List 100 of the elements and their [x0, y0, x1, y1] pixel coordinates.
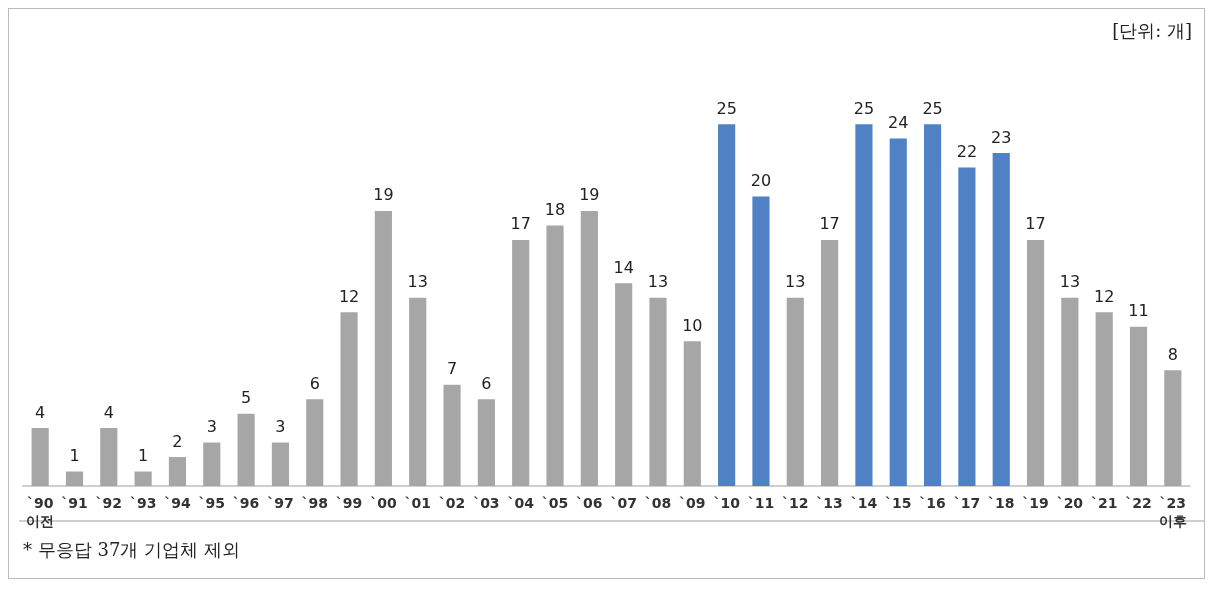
x-tick-label: `10: [713, 495, 741, 511]
data-label: 3: [206, 417, 217, 437]
x-tick-label: `14: [850, 495, 878, 511]
data-label: 22: [956, 142, 978, 162]
x-tick-label: `96: [232, 495, 260, 511]
x-tick-label: `08: [644, 495, 672, 511]
bar: [306, 399, 324, 486]
x-tick-label: `12: [782, 495, 809, 511]
x-tick-label: `03: [473, 495, 500, 511]
x-tick-label: `04: [507, 495, 535, 511]
bar: [168, 457, 187, 486]
data-label: 4: [35, 402, 46, 422]
x-tick-label: `18: [987, 495, 1015, 511]
bar: [546, 225, 564, 486]
data-label: 25: [853, 98, 875, 118]
x-tick-label: `91: [61, 495, 88, 511]
x-tick-label: `07: [610, 495, 637, 511]
data-label: 13: [407, 272, 428, 292]
bar: [615, 283, 633, 486]
data-label: 25: [716, 98, 737, 118]
x-tick-label: `93: [129, 495, 157, 511]
data-label: 11: [1128, 301, 1149, 321]
x-tick-label: `15: [885, 495, 912, 511]
x-tick-label: `95: [198, 495, 226, 511]
data-label: 13: [785, 272, 806, 292]
bar: [958, 167, 976, 486]
data-label: 1: [138, 446, 149, 466]
bar: [443, 384, 461, 486]
x-tick-label: `02: [438, 495, 466, 511]
x-tick-label: `98: [301, 495, 328, 511]
bar: [203, 442, 221, 486]
data-label: 25: [922, 98, 943, 118]
x-tick-label: `90 이전: [26, 495, 55, 529]
x-tick-label: `17: [953, 495, 981, 511]
bar: [374, 210, 392, 486]
data-label: 6: [309, 373, 320, 393]
x-tick-label: `00: [370, 495, 397, 511]
data-label: 8: [1167, 344, 1178, 364]
bar: [1061, 297, 1079, 486]
text: * 무응답 37개 기업체 제외: [23, 538, 240, 560]
x-tick-label: `16: [919, 495, 946, 511]
data-label: 17: [1025, 214, 1046, 234]
bar: [340, 312, 358, 486]
bar: [683, 341, 701, 486]
x-tick-label: `21: [1090, 495, 1118, 511]
data-label: 3: [275, 417, 286, 437]
x-tick-label: `92: [95, 495, 123, 511]
x-tick-label: `94: [164, 495, 191, 511]
data-label: 23: [991, 127, 1012, 147]
bar: [271, 442, 290, 486]
x-tick-label: `01: [404, 495, 431, 511]
data-label: 13: [647, 272, 669, 292]
data-label: 13: [1059, 272, 1081, 292]
bar: [752, 196, 770, 486]
x-tick-label: `13: [816, 495, 843, 511]
bar: [786, 297, 804, 486]
bar: [477, 399, 495, 486]
x-tick-label: `05: [541, 495, 569, 511]
data-label: 18: [544, 199, 566, 219]
bar: [1129, 326, 1148, 486]
x-tick-label: `19: [1022, 495, 1049, 511]
bar: [855, 124, 873, 486]
data-label: 4: [103, 402, 114, 422]
bar: [923, 124, 942, 486]
x-tick-label: `09: [679, 495, 706, 511]
data-label: 17: [819, 214, 840, 234]
data-label: 19: [579, 185, 600, 205]
data-label: 19: [373, 185, 394, 205]
bar: [1026, 239, 1045, 486]
bar: [889, 138, 907, 486]
data-label: 7: [446, 359, 458, 379]
data-label: 24: [888, 113, 909, 133]
data-label: 12: [338, 286, 360, 306]
x-tick-label: `97: [267, 495, 294, 511]
x-tick-label: `11: [747, 495, 775, 511]
bar: [134, 471, 152, 486]
data-label: 2: [172, 431, 183, 451]
bar: [580, 210, 598, 486]
bar: [649, 297, 667, 486]
data-label: 1: [69, 446, 80, 466]
x-tick-label: `22: [1125, 495, 1152, 511]
bar: [65, 471, 84, 486]
x-tick-label: `99: [335, 495, 363, 511]
text: [단위: 개]: [1112, 19, 1193, 41]
bar: [409, 297, 427, 486]
bar: [512, 239, 530, 486]
x-tick-label: `20: [1056, 495, 1084, 511]
bar: [1095, 312, 1113, 486]
data-label: 20: [750, 171, 772, 191]
data-label: 14: [613, 257, 634, 277]
data-label: 12: [1094, 286, 1115, 306]
bar: [100, 428, 118, 486]
x-tick-label: `23 이후: [1158, 495, 1187, 529]
data-label: 17: [510, 214, 531, 234]
bar: [821, 239, 839, 486]
bar: [1164, 370, 1182, 486]
bar: [718, 124, 736, 486]
data-label: 6: [481, 373, 492, 393]
x-tick-label: `06: [576, 495, 603, 511]
bar: [237, 413, 255, 486]
